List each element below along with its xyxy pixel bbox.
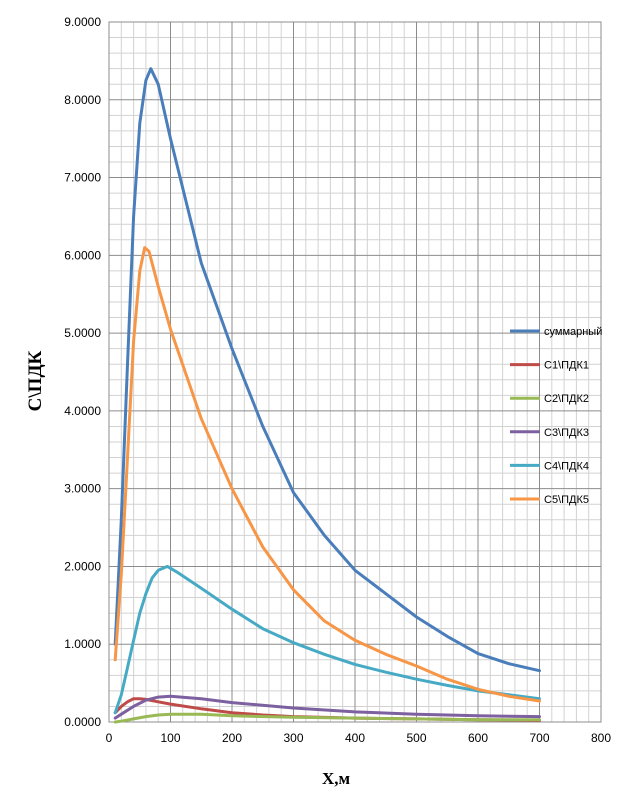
legend-label-2: С1\ПДК1 — [544, 360, 589, 372]
x-tick-label: 700 — [529, 731, 549, 745]
legend-label-1: суммарный — [544, 326, 602, 338]
y-tick-label: 9.0000 — [64, 15, 101, 29]
y-tick-labels: 0.0000 1.0000 2.0000 3.0000 4.0000 5.0000 6.00… — [64, 15, 101, 729]
series-lines — [113, 67, 541, 724]
x-tick-label: 400 — [345, 731, 365, 745]
y-tick-label: 6.0000 — [64, 248, 101, 262]
series-line-1 — [113, 67, 541, 673]
x-tick-label: 500 — [406, 731, 426, 745]
y-tick-label: 3.0000 — [64, 482, 101, 496]
x-tick-label: 100 — [160, 731, 180, 745]
legend-label-5: С4\ПДК4 — [544, 460, 589, 472]
y-tick-label: 7.0000 — [64, 171, 101, 185]
series-line-5 — [113, 564, 541, 715]
y-tick-label: 0.0000 — [64, 715, 101, 729]
y-tick-label: 2.0000 — [64, 559, 101, 573]
x-tick-label: 0 — [106, 731, 113, 745]
x-tick-label: 300 — [283, 731, 303, 745]
y-tick-label: 5.0000 — [64, 326, 101, 340]
series-line-6 — [113, 246, 541, 703]
plot-area-border — [108, 21, 602, 723]
y-tick-label: 4.0000 — [64, 404, 101, 418]
y-axis-title: С\ПДК — [25, 350, 46, 411]
legend-label-6: С5\ПДК5 — [544, 494, 589, 506]
plot-frame — [108, 21, 602, 723]
y-tick-label: 1.0000 — [64, 637, 101, 651]
legend-label-3: С2\ПДК2 — [544, 393, 589, 405]
legend-label-4: С3\ПДК3 — [544, 427, 589, 439]
x-tick-label: 800 — [591, 731, 611, 745]
series-line-3 — [113, 712, 541, 724]
series-line-4 — [113, 694, 541, 720]
y-tick-label: 8.0000 — [64, 93, 101, 107]
x-tick-label: 600 — [468, 731, 488, 745]
legend: суммарный С1\ПДК1 С2\ПДК2 С3\ПДК3 С4\ПДК4 С5\… — [510, 326, 602, 506]
x-tick-labels: 0 100 200 300 400 500 600 700 800 — [106, 731, 612, 745]
x-axis-title: X,м — [322, 769, 351, 788]
x-tick-label: 200 — [222, 731, 242, 745]
